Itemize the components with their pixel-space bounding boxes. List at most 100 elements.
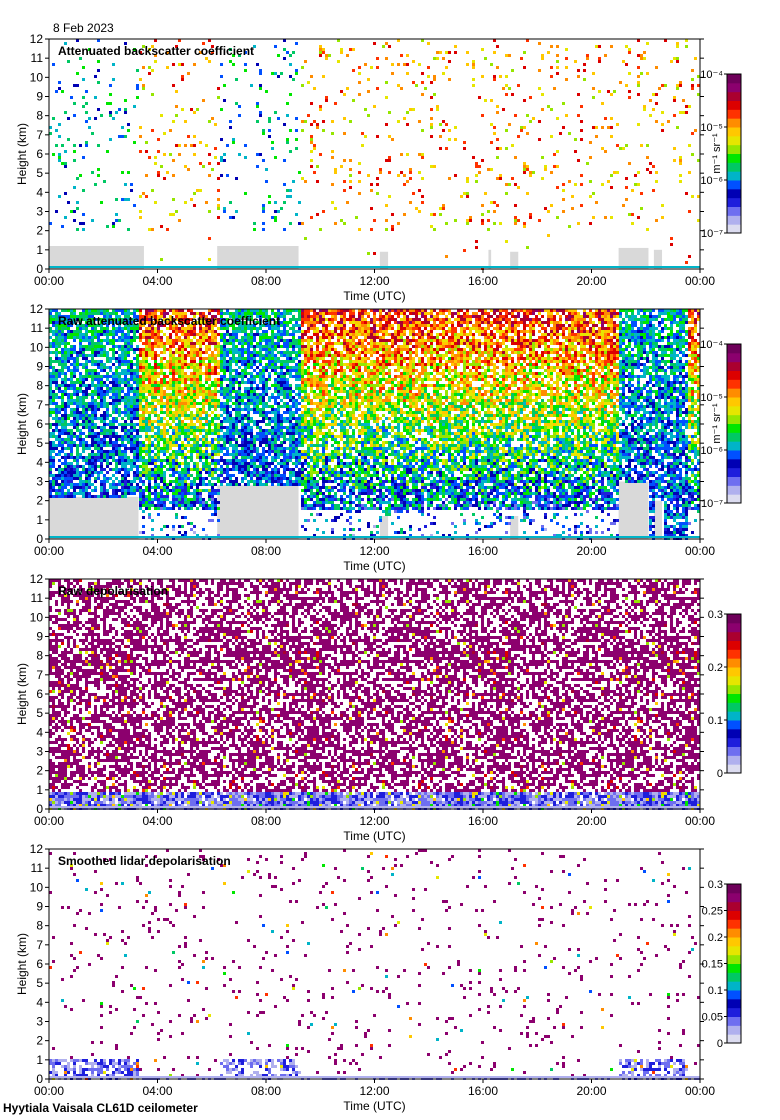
colorbar-tick-label: 0.1 bbox=[708, 715, 723, 727]
y-tick-label: 4 bbox=[36, 455, 43, 469]
ground-layer bbox=[49, 536, 700, 538]
colorbar: 00.050.10.150.20.250.3 bbox=[702, 879, 741, 1050]
panel-1: Attenuated backscatter coefficient012345… bbox=[15, 32, 741, 303]
colorbar-segment bbox=[727, 928, 741, 937]
y-tick-label: 2 bbox=[36, 764, 43, 778]
colorbar-segment bbox=[727, 171, 741, 180]
missing-data-band bbox=[217, 485, 298, 539]
x-tick-label: 08:00 bbox=[251, 814, 281, 828]
y-tick-label: 10 bbox=[30, 340, 44, 354]
x-tick-label: 04:00 bbox=[142, 1084, 172, 1098]
colorbar-segment bbox=[727, 379, 741, 388]
colorbar-segment bbox=[727, 972, 741, 981]
x-tick-label: 16:00 bbox=[468, 274, 498, 288]
y-tick-label: 8 bbox=[36, 919, 43, 933]
colorbar-segment bbox=[727, 145, 741, 154]
colorbar-segment bbox=[727, 649, 741, 658]
colorbar-segment bbox=[727, 893, 741, 902]
y-tick-label: 11 bbox=[31, 51, 44, 65]
x-tick-label: 12:00 bbox=[359, 274, 389, 288]
y-tick-label: 3 bbox=[36, 205, 43, 219]
colorbar-segment bbox=[727, 189, 741, 198]
colorbar-segment bbox=[727, 747, 741, 756]
colorbar-tick-label: 0.2 bbox=[708, 662, 723, 674]
colorbar-segment bbox=[727, 1034, 741, 1043]
colorbar-segment bbox=[727, 685, 741, 694]
missing-data-band bbox=[49, 246, 144, 269]
missing-data-band bbox=[654, 501, 662, 539]
y-tick-label: 9 bbox=[36, 360, 43, 374]
x-tick-label: 20:00 bbox=[576, 814, 606, 828]
colorbar-segment bbox=[727, 388, 741, 397]
colorbar-tick-label: 0.1 bbox=[708, 985, 723, 997]
y-axis-label: Height (km) bbox=[15, 663, 29, 725]
colorbar-tick-label: 0.05 bbox=[702, 1012, 723, 1024]
colorbar-segment bbox=[727, 694, 741, 703]
y-tick-label: 6 bbox=[36, 417, 43, 431]
y-tick-label: 11 bbox=[31, 321, 44, 335]
colorbar-segment bbox=[727, 1008, 741, 1017]
y-tick-label: 5 bbox=[36, 436, 43, 450]
colorbar-segment bbox=[727, 937, 741, 946]
colorbar-tick-label: 10⁻⁵ bbox=[700, 392, 723, 404]
x-tick-label: 20:00 bbox=[576, 544, 606, 558]
y-tick-label: 12 bbox=[30, 572, 44, 586]
x-tick-label: 16:00 bbox=[468, 1084, 498, 1098]
colorbar-segment bbox=[727, 362, 741, 371]
y-tick-label: 2 bbox=[36, 1034, 43, 1048]
panel-title: Attenuated backscatter coefficient bbox=[58, 44, 254, 58]
colorbar-segment bbox=[727, 109, 741, 118]
colorbar-tick-label: 0 bbox=[717, 768, 723, 780]
colorbar-tick-label: 10⁻⁶ bbox=[700, 445, 723, 457]
x-tick-label: 04:00 bbox=[142, 274, 172, 288]
missing-data-band bbox=[49, 497, 139, 539]
y-tick-label: 8 bbox=[36, 649, 43, 663]
colorbar-segment bbox=[727, 118, 741, 127]
x-tick-label: 00:00 bbox=[685, 544, 715, 558]
colorbar-unit: m⁻¹ sr⁻¹ bbox=[711, 133, 723, 174]
x-tick-label: 00:00 bbox=[34, 274, 64, 288]
colorbar-segment bbox=[727, 406, 741, 415]
panel-4: Smoothed lidar depolarisation01234567891… bbox=[15, 842, 741, 1113]
colorbar-segment bbox=[727, 459, 741, 468]
y-tick-label: 3 bbox=[36, 1015, 43, 1029]
y-tick-label: 5 bbox=[36, 706, 43, 720]
x-tick-label: 00:00 bbox=[34, 1084, 64, 1098]
colorbar-segment bbox=[727, 101, 741, 110]
colorbar-tick-label: 10⁻⁷ bbox=[701, 228, 723, 240]
colorbar-segment bbox=[727, 676, 741, 685]
panel-title: Raw depolarisation bbox=[58, 584, 168, 598]
colorbar-segment bbox=[727, 83, 741, 92]
x-tick-label: 20:00 bbox=[576, 1084, 606, 1098]
colorbar-segment bbox=[727, 494, 741, 503]
y-tick-label: 9 bbox=[36, 900, 43, 914]
colorbar-segment bbox=[727, 641, 741, 650]
ground-layer bbox=[49, 1076, 700, 1078]
x-axis-label: Time (UTC) bbox=[343, 559, 405, 573]
missing-data-band bbox=[217, 246, 298, 269]
colorbar: 10⁻⁷10⁻⁶10⁻⁵10⁻⁴m⁻¹ sr⁻¹ bbox=[700, 339, 741, 510]
plot-area bbox=[49, 39, 700, 269]
colorbar-segment bbox=[727, 764, 741, 773]
missing-data-band bbox=[510, 516, 518, 539]
y-tick-label: 2 bbox=[36, 224, 43, 238]
missing-data-band bbox=[619, 482, 649, 540]
colorbar-segment bbox=[727, 614, 741, 623]
colorbar-tick-label: 0.3 bbox=[708, 609, 723, 621]
colorbar-segment bbox=[727, 919, 741, 928]
colorbar-tick-label: 10⁻⁴ bbox=[700, 69, 723, 81]
y-tick-label: 1 bbox=[36, 243, 43, 257]
colorbar-segment bbox=[727, 755, 741, 764]
colorbar-segment bbox=[727, 198, 741, 207]
y-tick-label: 9 bbox=[36, 630, 43, 644]
colorbar-segment bbox=[727, 964, 741, 973]
colorbar-segment bbox=[727, 955, 741, 964]
x-axis-label: Time (UTC) bbox=[343, 1099, 405, 1113]
panel-title: Raw attenuated backscatter coefficient bbox=[58, 314, 280, 328]
x-tick-label: 08:00 bbox=[251, 1084, 281, 1098]
y-axis-label: Height (km) bbox=[15, 933, 29, 995]
colorbar-tick-label: 10⁻⁶ bbox=[700, 175, 723, 187]
y-tick-label: 10 bbox=[30, 70, 44, 84]
ground-layer bbox=[49, 266, 700, 268]
colorbar-segment bbox=[727, 415, 741, 424]
